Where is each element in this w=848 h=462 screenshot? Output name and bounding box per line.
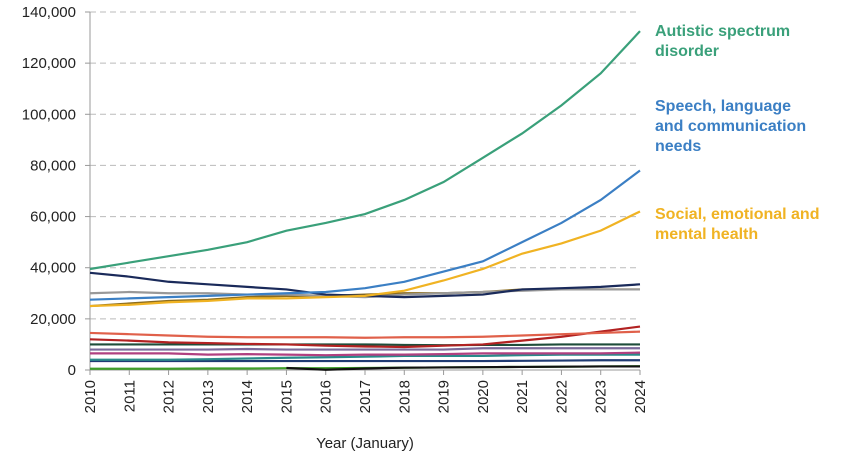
y-tick-label: 40,000 [30,260,76,277]
x-tick-label: 2012 [161,380,178,413]
series-line [90,347,640,351]
y-tick-label: 120,000 [22,55,76,72]
y-tick-label: 80,000 [30,157,76,174]
x-tick-label: 2014 [239,380,256,413]
x-tick-label: 2020 [475,380,492,413]
series-label: Autistic spectrum disorder [655,23,791,60]
series-line [89,325,641,349]
series-line [89,30,641,271]
series-line [90,359,640,363]
series-label: Social, emotional and mental health [655,206,820,243]
x-tick-label: 2010 [82,380,99,413]
x-tick-label: 2016 [318,380,335,413]
x-tick-label: 2017 [357,380,374,413]
y-tick-label: 0 [68,362,76,379]
series-line [89,169,641,301]
series-line [89,330,641,339]
series-line [89,288,640,299]
y-tick-label: 20,000 [30,311,76,328]
series-line [286,365,640,371]
x-axis-title: Year (January) [316,435,414,452]
x-tick-label: 2015 [278,380,295,413]
series-line [89,210,641,308]
x-tick-label: 2024 [632,380,649,413]
series-line [90,343,640,347]
y-tick-label: 100,000 [22,106,76,123]
x-tick-label: 2022 [553,380,570,413]
y-tick-label: 140,000 [22,4,76,21]
y-tick-label: 60,000 [30,209,76,226]
series-line [90,353,640,361]
series-line [90,351,641,357]
x-tick-label: 2021 [514,380,531,413]
x-tick-label: 2011 [121,380,138,412]
series-label: Speech, language and communication needs [655,98,807,155]
x-tick-label: 2019 [436,380,453,413]
x-tick-label: 2013 [200,380,217,413]
x-tick-label: 2018 [396,380,413,413]
x-tick-label: 2023 [593,380,610,413]
